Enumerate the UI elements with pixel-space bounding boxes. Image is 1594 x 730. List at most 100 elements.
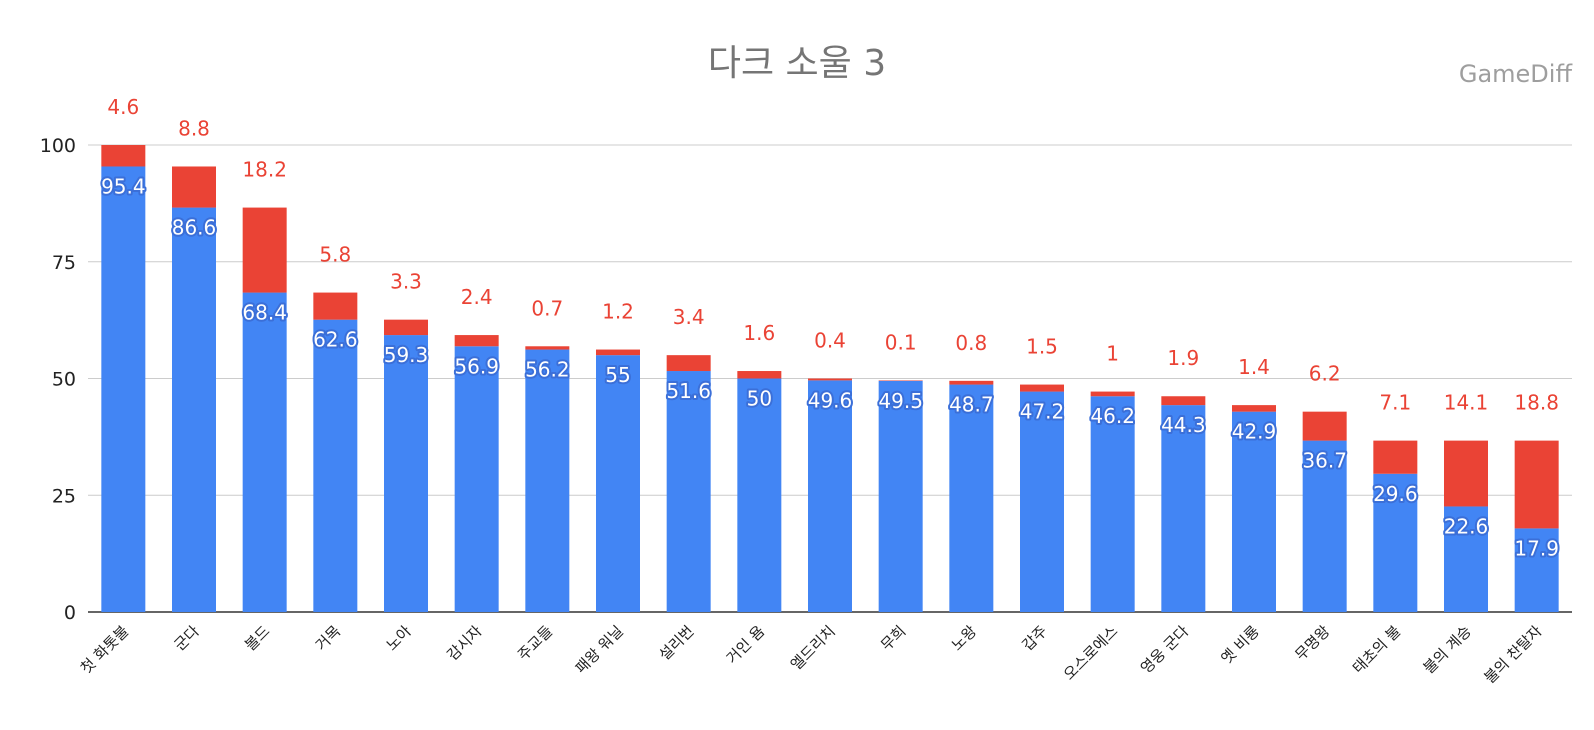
data-label-red: 7.1	[1379, 391, 1411, 415]
bar-blue	[313, 319, 358, 612]
data-label-red: 1.5	[1026, 335, 1058, 359]
bar-red	[101, 145, 146, 167]
bar-blue	[384, 335, 428, 612]
data-label-red: 3.3	[390, 270, 422, 294]
bar-red	[1444, 440, 1488, 507]
bar-red	[737, 371, 782, 379]
data-label-red: 0.4	[814, 329, 846, 353]
bar-blue	[1373, 473, 1418, 612]
bar-blue	[1232, 411, 1276, 612]
x-tick-label: 거목	[312, 622, 344, 654]
y-axis: 0 25 50 75 100	[40, 135, 76, 624]
y-tick-label: 25	[52, 485, 76, 507]
x-tick-label: 태초의 불	[1349, 622, 1404, 677]
data-labels: 95.4 4.6 86.6 8.8 68.4 18.2 62.6 5.8 59.3 3.3 56.9…	[99, 95, 1561, 562]
data-label-blue: 56.2	[525, 358, 570, 382]
data-label-red: 1.6	[743, 321, 775, 345]
data-label-blue: 55	[605, 363, 630, 387]
bar-blue	[525, 349, 570, 612]
bar-blue	[1302, 440, 1347, 612]
data-label-red: 1.2	[602, 300, 634, 324]
data-label-blue: 68.4	[242, 301, 287, 325]
x-tick-label: 무명왕	[1291, 622, 1333, 664]
data-label-red: 14.1	[1444, 391, 1489, 415]
x-tick-label: 엘드리치	[787, 622, 839, 674]
x-tick-label: 설리번	[655, 622, 697, 664]
bar-red	[808, 378, 852, 381]
x-tick-label: 감시자	[443, 622, 485, 664]
data-label-blue: 42.9	[1232, 420, 1277, 444]
bar-blue	[1161, 405, 1206, 612]
data-label-blue: 36.7	[1302, 449, 1347, 473]
data-label-blue: 49.5	[878, 389, 923, 413]
chart-title: 다크 소울 3	[708, 43, 886, 84]
bar-blue	[1020, 391, 1064, 612]
x-tick-label: 옛 비룡	[1217, 622, 1263, 668]
data-label-blue: 22.6	[1444, 514, 1489, 538]
data-label-red: 6.2	[1309, 362, 1341, 386]
bar-red	[1373, 440, 1418, 474]
data-label-blue: 44.3	[1161, 413, 1206, 437]
data-label-red: 18.2	[242, 158, 287, 182]
bar-blue	[737, 378, 782, 612]
watermark: GameDiff	[1459, 60, 1573, 88]
bar-blue	[1514, 528, 1559, 612]
data-label-blue: 17.9	[1514, 536, 1559, 560]
bar-blue	[242, 292, 287, 612]
bar-red	[949, 380, 994, 385]
data-label-blue: 86.6	[172, 216, 217, 240]
x-tick-label: 노아	[383, 622, 415, 654]
bar-red	[1020, 384, 1064, 392]
x-tick-label: 불의 계승	[1420, 622, 1475, 677]
x-tick-label: 볼드	[241, 622, 273, 654]
data-label-red: 1	[1106, 342, 1119, 366]
data-label-red: 0.8	[955, 331, 987, 355]
bar-blue	[808, 380, 852, 612]
data-label-blue: 95.4	[101, 174, 146, 198]
x-tick-label: 첫 화톳불	[77, 622, 132, 677]
bar-blue	[1090, 396, 1135, 612]
data-label-blue: 49.6	[808, 388, 853, 412]
data-label-blue: 62.6	[313, 328, 358, 352]
bar-red	[1090, 391, 1135, 397]
bar-red	[384, 319, 428, 336]
bar-blue	[454, 346, 499, 612]
data-label-red: 0.7	[531, 296, 563, 320]
x-tick-label: 패왕 워닐	[572, 622, 627, 677]
y-tick-label: 100	[40, 135, 76, 157]
data-label-red: 4.6	[107, 95, 139, 119]
bars	[101, 145, 1559, 612]
data-label-red: 5.8	[319, 243, 351, 267]
data-label-red: 1.4	[1238, 355, 1270, 379]
x-tick-label: 영웅 군다	[1137, 622, 1192, 677]
bar-red	[313, 292, 358, 320]
bar-red	[596, 349, 640, 356]
data-label-blue: 47.2	[1020, 400, 1065, 424]
x-tick-label: 무희	[877, 622, 909, 654]
data-label-blue: 50	[747, 387, 772, 411]
data-label-blue: 56.9	[454, 354, 499, 378]
data-label-red: 8.8	[178, 116, 210, 140]
bar-red	[525, 346, 570, 350]
bar-blue	[878, 380, 923, 612]
bar-red	[1302, 411, 1347, 441]
bar-red	[1514, 440, 1559, 529]
x-tick-label: 군다	[171, 622, 203, 654]
bar-red	[1161, 396, 1206, 406]
y-tick-label: 50	[52, 369, 76, 391]
bar-red	[172, 166, 216, 208]
data-label-blue: 51.6	[666, 379, 711, 403]
bar-blue	[949, 384, 994, 612]
data-label-blue: 29.6	[1373, 482, 1418, 506]
x-axis: 첫 화톳불 군다 볼드 거목 노아 감시자 주교들 패왕 워닐 설리번 거인 욤 엘드리치 무희 노왕 갑…	[77, 622, 1546, 687]
data-label-red: 3.4	[673, 305, 705, 329]
x-tick-label: 노왕	[948, 622, 980, 654]
bar-blue	[172, 207, 216, 612]
x-tick-label: 주교들	[514, 622, 556, 664]
bar-blue	[1444, 506, 1488, 612]
bar-blue	[101, 166, 146, 612]
bar-red	[454, 335, 499, 347]
y-tick-label: 75	[52, 252, 76, 274]
data-label-red: 18.8	[1514, 391, 1559, 415]
